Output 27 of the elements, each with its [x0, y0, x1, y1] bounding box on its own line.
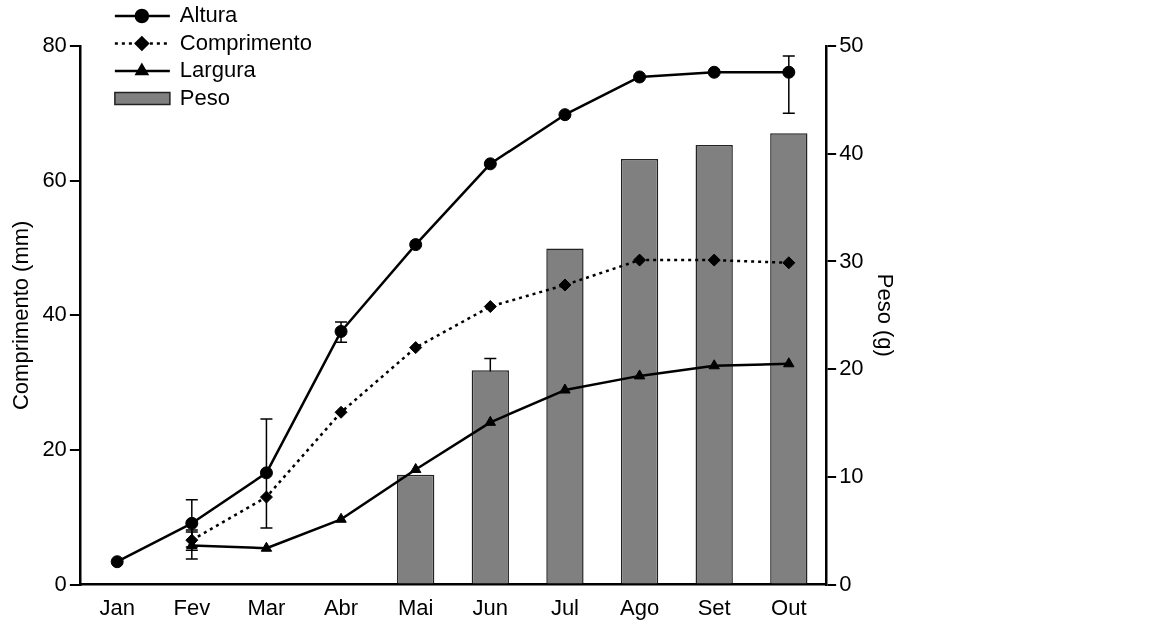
y-tick-label: 0	[54, 570, 67, 596]
legend-label: Largura	[179, 57, 257, 83]
x-tick-label: Mai	[397, 594, 434, 620]
y2-axis-title: Peso (g)	[872, 273, 898, 357]
x-tick-label: Fev	[173, 594, 211, 620]
legend-label: Altura	[179, 2, 239, 28]
x-tick-label: Abr	[323, 594, 359, 620]
y-tick-label: 40	[42, 301, 67, 327]
x-tick-label: Jul	[550, 594, 579, 620]
y-tick-label: 80	[42, 32, 67, 58]
y2-tick-label: 30	[839, 247, 864, 273]
y-tick-label: 60	[42, 166, 67, 192]
y2-tick-label: 40	[839, 139, 864, 165]
y-tick-label: 20	[42, 436, 67, 462]
x-tick-label: Out	[771, 594, 807, 620]
x-tick-label: Set	[697, 594, 731, 620]
y2-tick-label: 20	[839, 355, 864, 381]
y2-tick-label: 50	[839, 32, 864, 58]
x-tick-label: Jan	[99, 594, 135, 620]
legend-label: Comprimento	[179, 29, 312, 55]
legend-label: Peso	[179, 84, 231, 110]
y2-tick-label: 0	[839, 570, 852, 596]
x-tick-label: Jun	[472, 594, 509, 620]
x-tick-label: Mar	[247, 594, 286, 620]
x-tick-label: Ago	[619, 594, 660, 620]
y2-tick-label: 10	[839, 462, 864, 488]
y-axis-title: Comprimento (mm)	[8, 220, 34, 411]
